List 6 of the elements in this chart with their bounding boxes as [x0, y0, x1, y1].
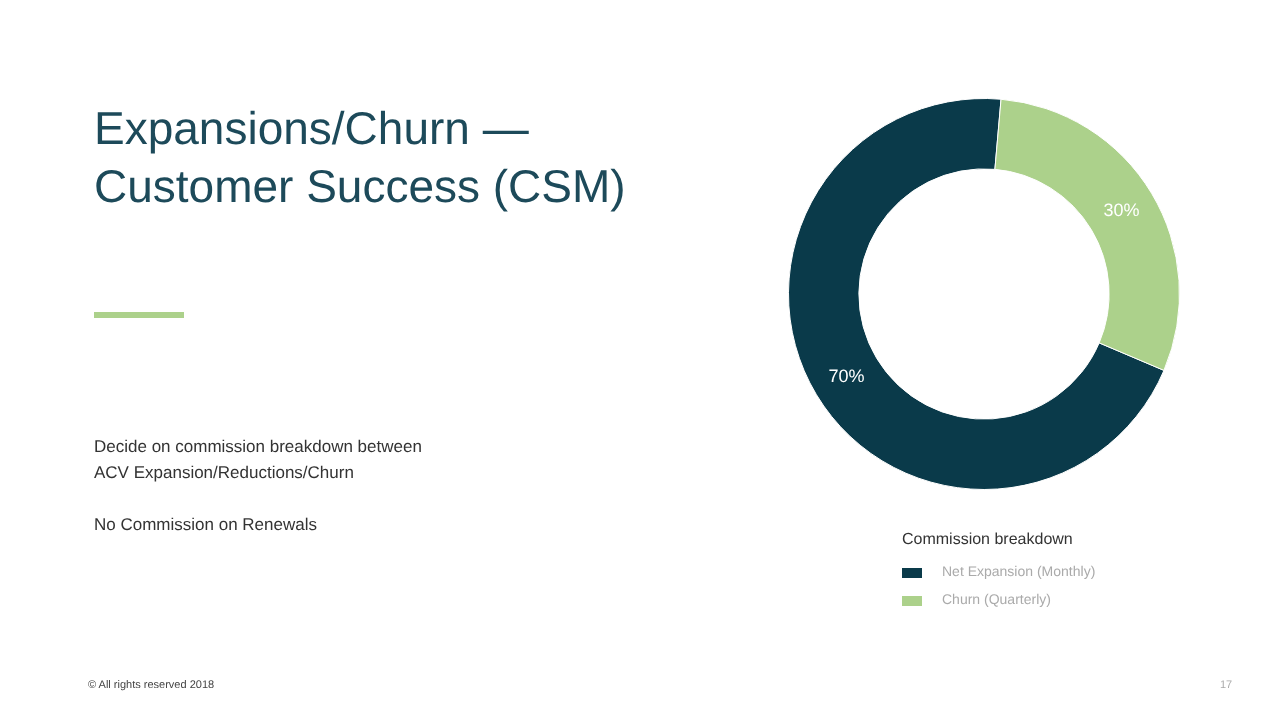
data-label: 70% [828, 365, 865, 386]
text: Decide on commission breakdown between ACV Expansion/Reductions/Churn [94, 434, 422, 486]
text: Expansions/Churn — Customer Success (CSM) [94, 100, 626, 216]
text: No Commission on Renewals [94, 512, 319, 538]
legend-title: Commission breakdown [902, 530, 1075, 548]
data-label: 30% [1103, 200, 1140, 221]
